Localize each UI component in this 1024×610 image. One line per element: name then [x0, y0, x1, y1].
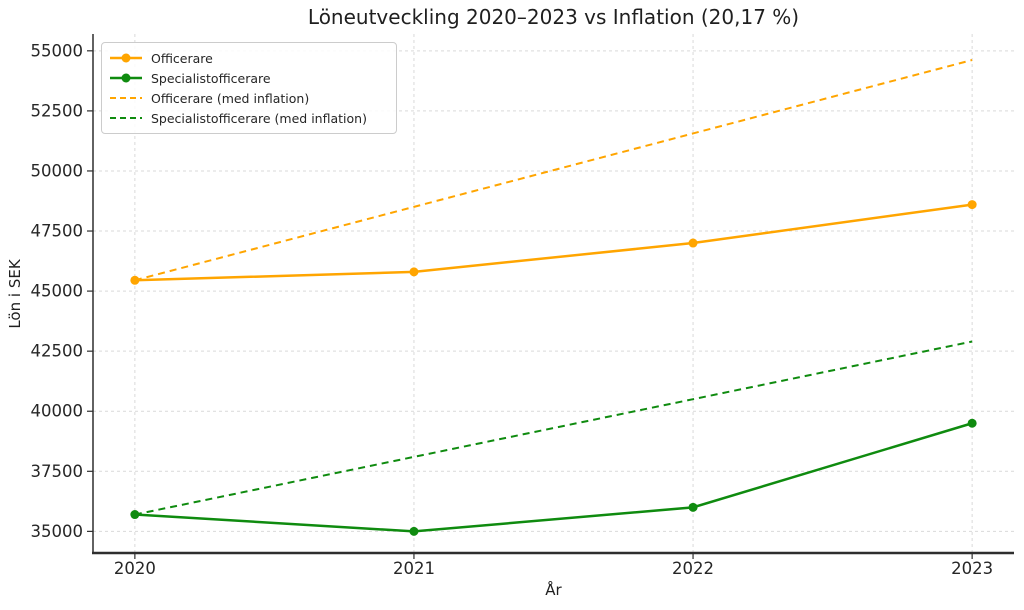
data-point [967, 200, 977, 210]
data-point [409, 267, 419, 277]
data-point [967, 418, 977, 428]
legend-item: Specialistofficerare [109, 68, 387, 88]
y-axis-label: Lön i SEK [6, 259, 24, 329]
data-point [130, 510, 140, 520]
x-tick-label: 2020 [114, 559, 156, 578]
legend-item-label: Officerare [151, 50, 213, 66]
legend-item: Specialistofficerare (med inflation) [109, 108, 387, 128]
chart-title: Löneutveckling 2020–2023 vs Inflation (2… [307, 5, 800, 29]
y-tick-label: 35000 [31, 522, 84, 541]
x-axis-label: År [545, 581, 562, 599]
legend-item: Officerare [109, 48, 387, 68]
y-tick-label: 42500 [31, 342, 84, 361]
y-tick-label: 55000 [31, 41, 84, 60]
legend-sample-line [110, 73, 142, 83]
y-tick-label: 52500 [31, 101, 84, 120]
series-line-4 [134, 340, 973, 516]
x-tick-label: 2022 [672, 559, 714, 578]
data-point [130, 275, 140, 285]
y-tick-label: 40000 [31, 402, 84, 421]
legend: Officerare Specialistofficerare Officerare… [101, 42, 397, 134]
x-tick-label: 2023 [951, 559, 993, 578]
legend-item: Officerare (med inflation) [109, 88, 387, 108]
data-point [409, 526, 419, 536]
series-line-2 [134, 422, 973, 533]
legend-sample-line [110, 53, 142, 63]
series-markers-2 [130, 418, 977, 536]
legend-sample-line [110, 97, 142, 99]
x-tick-labels: 2020 2021 2022 2023 [114, 559, 993, 578]
legend-item-label: Officerare (med inflation) [151, 90, 310, 106]
legend-item-label: Specialistofficerare [151, 70, 271, 86]
series-line-3 [134, 59, 973, 282]
series-line-1 [134, 203, 973, 282]
data-point [688, 502, 698, 512]
tick-marks [87, 50, 973, 559]
y-tick-label: 47500 [31, 222, 84, 241]
legend-sample-line [110, 117, 142, 119]
x-tick-label: 2021 [393, 559, 435, 578]
y-tick-label: 37500 [31, 462, 84, 481]
legend-item-label: Specialistofficerare (med inflation) [151, 110, 367, 126]
series-markers-1 [130, 200, 977, 285]
y-tick-label: 45000 [31, 282, 84, 301]
data-point [688, 238, 698, 248]
y-tick-label: 50000 [31, 161, 84, 180]
y-tick-labels: 35000 37500 40000 42500 45000 47500 50000 52500… [31, 41, 84, 541]
